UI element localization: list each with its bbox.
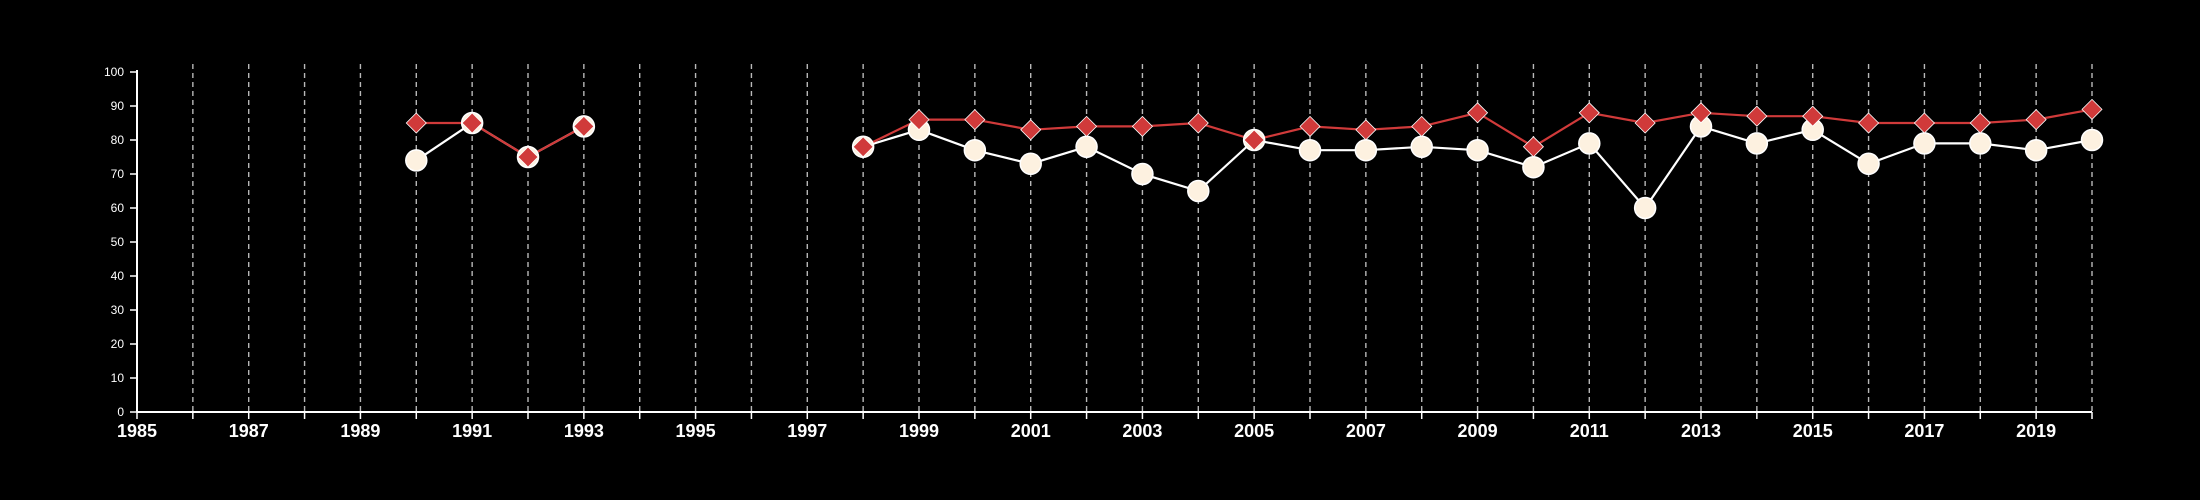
data-point-diamond xyxy=(517,146,539,168)
data-point-circle xyxy=(1633,196,1657,220)
x-tick-label: 1995 xyxy=(676,421,716,441)
data-point-diamond xyxy=(1802,105,1824,127)
data-point-circle xyxy=(963,138,987,162)
data-point-circle xyxy=(1745,132,1769,155)
data-point-diamond xyxy=(1411,115,1433,137)
data-point-diamond xyxy=(1076,115,1098,137)
data-point-circle xyxy=(405,149,428,172)
data-point-diamond xyxy=(1243,129,1265,151)
data-point-diamond xyxy=(908,109,930,131)
x-tick-label: 1997 xyxy=(787,421,827,441)
x-tick-label: 2011 xyxy=(1570,421,1609,441)
data-point-diamond xyxy=(1187,112,1209,134)
x-tick-label: 2009 xyxy=(1458,421,1498,441)
y-tick-label: 100 xyxy=(104,65,124,79)
data-point-diamond xyxy=(852,136,874,158)
data-point-circle xyxy=(2080,128,2104,152)
data-point-diamond xyxy=(1746,105,1768,127)
data-point-diamond xyxy=(405,112,427,134)
data-point-diamond xyxy=(1020,119,1042,141)
data-point-diamond xyxy=(461,112,483,134)
data-point-diamond xyxy=(964,109,986,131)
y-tick-label: 30 xyxy=(111,303,125,317)
x-tick-label: 2007 xyxy=(1346,421,1386,441)
y-tick-label: 70 xyxy=(111,167,125,181)
data-point-diamond xyxy=(1969,112,1991,134)
data-point-diamond xyxy=(1467,102,1489,124)
y-tick-label: 10 xyxy=(111,371,125,385)
data-point-circle xyxy=(1298,138,1322,162)
x-tick-label: 1989 xyxy=(340,421,380,441)
data-point-circle xyxy=(1410,135,1433,159)
x-tick-label: 2005 xyxy=(1234,421,1274,441)
y-tick-label: 80 xyxy=(111,133,125,147)
y-tick-label: 20 xyxy=(111,337,125,351)
data-point-diamond xyxy=(1355,119,1377,141)
data-point-diamond xyxy=(573,115,595,137)
y-tick-label: 60 xyxy=(111,201,125,215)
data-point-diamond xyxy=(1522,136,1544,158)
data-point-diamond xyxy=(1858,112,1880,134)
x-tick-label: 1991 xyxy=(452,421,492,441)
y-tick-label: 40 xyxy=(111,269,125,283)
data-point-diamond xyxy=(1131,115,1153,137)
data-point-circle xyxy=(2024,138,2048,162)
data-point-diamond xyxy=(2025,109,2047,131)
data-point-diamond xyxy=(1690,102,1712,124)
x-tick-label: 1987 xyxy=(229,421,269,441)
x-tick-label: 1993 xyxy=(564,421,604,441)
data-point-diamond xyxy=(2081,98,2103,120)
x-tick-label: 1999 xyxy=(899,421,939,441)
data-point-circle xyxy=(1522,155,1545,179)
x-tick-label: 2017 xyxy=(1904,421,1944,441)
data-point-circle xyxy=(1913,132,1936,155)
data-point-diamond xyxy=(1578,102,1600,124)
data-point-circle xyxy=(1019,152,1042,176)
x-tick-label: 2015 xyxy=(1793,421,1833,441)
data-point-circle xyxy=(1075,135,1098,159)
x-tick-label: 2019 xyxy=(2016,421,2056,441)
x-tick-label: 2013 xyxy=(1681,421,1721,441)
data-point-diamond xyxy=(1913,112,1935,134)
data-point-circle xyxy=(1131,162,1154,186)
data-point-circle xyxy=(1969,132,1992,155)
data-point-circle xyxy=(1578,132,1601,155)
y-tick-label: 50 xyxy=(111,235,125,249)
series-line-diamond xyxy=(416,121,585,159)
y-tick-label: 90 xyxy=(111,99,125,113)
data-point-circle xyxy=(1857,152,1880,176)
data-point-diamond xyxy=(1299,115,1321,137)
x-tick-label: 2003 xyxy=(1122,421,1162,441)
x-tick-label: 2001 xyxy=(1011,421,1051,441)
data-point-diamond xyxy=(1634,112,1656,134)
data-point-circle xyxy=(1466,138,1489,162)
x-tick-label: 1985 xyxy=(117,421,157,441)
data-point-circle xyxy=(1187,179,1210,203)
y-tick-label: 0 xyxy=(117,405,124,419)
data-point-circle xyxy=(1354,138,1378,162)
